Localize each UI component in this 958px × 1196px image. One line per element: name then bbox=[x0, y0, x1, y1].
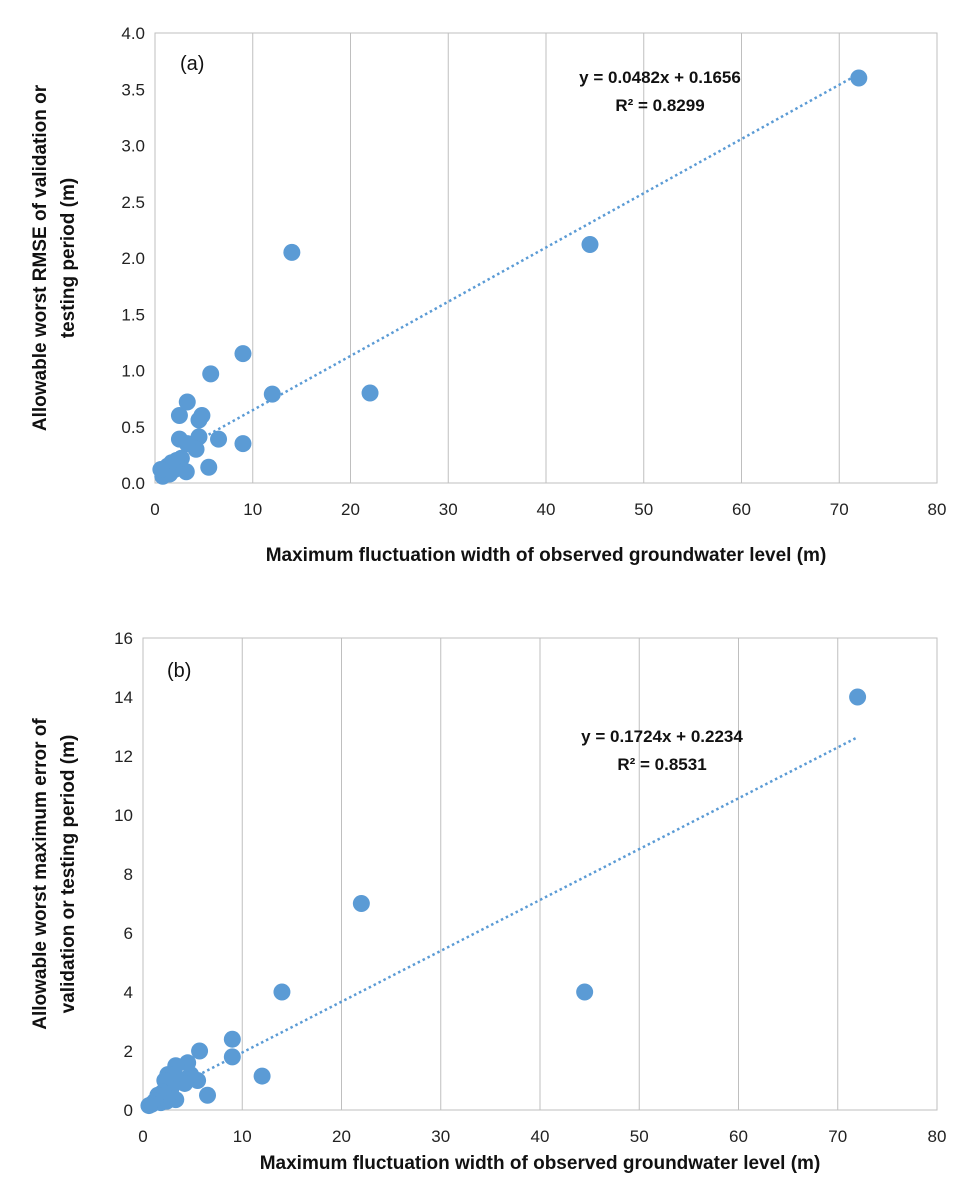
chart-a-x-tick-label: 0 bbox=[150, 500, 159, 519]
chart-b-plot-frame bbox=[142, 637, 938, 1111]
chart-b-y-tick-label: 16 bbox=[114, 629, 133, 648]
chart-a-x-tick-label: 40 bbox=[537, 500, 556, 519]
chart-a-data-point bbox=[263, 385, 281, 403]
chart-b-y-axis-title-line2: validation or testing period (m) bbox=[58, 735, 79, 1014]
chart-b-x-tick-label: 20 bbox=[332, 1127, 351, 1146]
chart-b-data-point bbox=[273, 983, 291, 1001]
chart-b-y-axis-title-line1: Allowable worst maximum error of bbox=[30, 718, 51, 1030]
chart-a-panel-label: (a) bbox=[180, 53, 204, 75]
chart-a-x-tick-label: 10 bbox=[243, 500, 262, 519]
chart-b-x-tick-label: 70 bbox=[828, 1127, 847, 1146]
chart-b-x-tick-label: 0 bbox=[138, 1127, 147, 1146]
chart-b-x-axis-title: Maximum fluctuation width of observed gr… bbox=[260, 1153, 821, 1174]
chart-b-data-point bbox=[223, 1030, 241, 1048]
chart-a-y-tick-label: 2.5 bbox=[121, 193, 145, 212]
chart-a-data-point bbox=[850, 69, 868, 87]
chart-b-grid bbox=[241, 638, 839, 1110]
chart-a-y-tick-label: 2.0 bbox=[121, 249, 145, 268]
chart-a-data-point bbox=[234, 435, 252, 453]
chart-b-points bbox=[140, 688, 867, 1115]
chart-a-y-tick-label: 4.0 bbox=[121, 24, 145, 43]
chart-a-x-tick-label: 60 bbox=[732, 500, 751, 519]
chart-a-points bbox=[152, 69, 868, 485]
chart-a-x-tick-label: 70 bbox=[830, 500, 849, 519]
chart-a-data-point bbox=[202, 365, 220, 383]
chart-a-x-tick-label: 20 bbox=[341, 500, 360, 519]
chart-a-y-tick-label: 3.0 bbox=[121, 137, 145, 156]
chart-a-equation: y = 0.0482x + 0.1656 bbox=[579, 68, 741, 87]
chart-a-data-point bbox=[210, 430, 228, 448]
chart-a-y-tick-label: 1.5 bbox=[121, 305, 145, 324]
chart-b-data-point bbox=[191, 1042, 209, 1060]
chart-b-data-point bbox=[849, 688, 867, 706]
chart-a: 0 10 20 30 40 50 60 70 80 0.0 0.5 1.0 1.5 2.0 2.5 3.0 3… bbox=[30, 24, 946, 566]
chart-a-data-point bbox=[178, 393, 196, 411]
chart-a-yticks: 0.0 0.5 1.0 1.5 2.0 2.5 3.0 3.5 4.0 bbox=[121, 24, 145, 493]
chart-b-x-tick-label: 60 bbox=[729, 1127, 748, 1146]
chart-a-trendline bbox=[198, 72, 860, 442]
chart-a-data-point bbox=[283, 243, 301, 261]
chart-b-data-point bbox=[253, 1067, 271, 1085]
chart-a-plot-frame bbox=[154, 32, 938, 484]
chart-a-grid bbox=[252, 33, 840, 483]
chart-a-y-tick-label: 0.5 bbox=[121, 418, 145, 437]
chart-b-data-point bbox=[352, 895, 370, 912]
chart-a-data-point bbox=[361, 384, 379, 402]
chart-a-y-tick-label: 3.5 bbox=[121, 80, 145, 99]
chart-a-r2: R² = 0.8299 bbox=[615, 96, 704, 115]
chart-b-x-tick-label: 10 bbox=[233, 1127, 252, 1146]
chart-b-equation: y = 0.1724x + 0.2234 bbox=[581, 727, 743, 746]
chart-a-data-point bbox=[190, 411, 208, 429]
chart-b-y-tick-label: 10 bbox=[114, 806, 133, 825]
chart-b-yticks: 0 2 4 6 8 10 12 14 16 bbox=[114, 629, 133, 1120]
chart-a-y-tick-label: 1.0 bbox=[121, 362, 145, 381]
chart-b-y-tick-label: 4 bbox=[124, 983, 133, 1002]
chart-b-data-point bbox=[199, 1086, 217, 1104]
chart-b-y-tick-label: 2 bbox=[124, 1042, 133, 1061]
chart-b-y-tick-label: 14 bbox=[114, 688, 133, 707]
chart-a-data-point bbox=[581, 236, 599, 253]
chart-b-data-point bbox=[140, 1097, 158, 1115]
chart-a-x-tick-label: 80 bbox=[928, 500, 947, 519]
chart-b-x-tick-label: 80 bbox=[928, 1127, 947, 1146]
chart-a-x-tick-label: 50 bbox=[634, 500, 653, 519]
chart-b-trendline bbox=[187, 736, 859, 1082]
chart-a-data-point bbox=[152, 461, 170, 478]
chart-b-data-point bbox=[223, 1048, 241, 1066]
chart-a-y-axis-title-line2: testing period (m) bbox=[58, 178, 79, 338]
chart-b-xticks: 0 10 20 30 40 50 60 70 80 bbox=[138, 1127, 946, 1146]
chart-a-data-point bbox=[170, 407, 188, 424]
chart-a-y-tick-label: 0.0 bbox=[121, 474, 145, 493]
chart-b: 0 10 20 30 40 50 60 70 80 0 2 4 6 8 10 12 14 16 (b) y = … bbox=[30, 629, 946, 1174]
chart-a-xticks: 0 10 20 30 40 50 60 70 80 bbox=[150, 500, 946, 519]
chart-a-data-point bbox=[234, 345, 252, 363]
chart-b-data-point bbox=[576, 983, 594, 1001]
chart-a-y-axis-title-line1: Allowable worst RMSE of validation or bbox=[30, 84, 51, 431]
chart-b-y-tick-label: 0 bbox=[124, 1101, 133, 1120]
chart-b-x-tick-label: 50 bbox=[630, 1127, 649, 1146]
chart-b-panel-label: (b) bbox=[167, 660, 191, 682]
chart-a-data-point bbox=[200, 458, 218, 476]
chart-b-r2: R² = 0.8531 bbox=[617, 755, 706, 774]
chart-a-x-tick-label: 30 bbox=[439, 500, 458, 519]
chart-a-data-point bbox=[170, 430, 188, 448]
chart-b-x-tick-label: 30 bbox=[431, 1127, 450, 1146]
chart-b-y-tick-label: 8 bbox=[124, 865, 133, 884]
chart-b-y-tick-label: 6 bbox=[124, 924, 133, 943]
chart-b-y-tick-label: 12 bbox=[114, 747, 133, 766]
chart-b-x-tick-label: 40 bbox=[531, 1127, 550, 1146]
chart-a-x-axis-title: Maximum fluctuation width of observed gr… bbox=[266, 545, 827, 566]
